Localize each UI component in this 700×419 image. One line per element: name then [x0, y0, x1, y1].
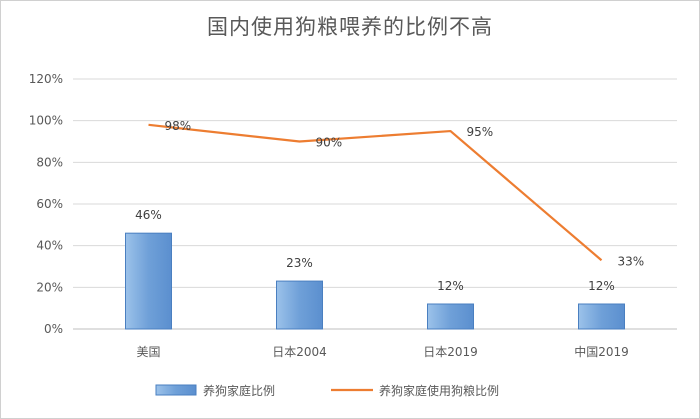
chart-title: 国内使用狗粮喂养的比例不高 [207, 15, 493, 39]
bar [125, 232, 172, 330]
bar-data-label: 12% [588, 279, 615, 293]
y-tick-label: 80% [36, 155, 63, 169]
y-tick-label: 60% [36, 197, 63, 211]
legend-line-label: 养狗家庭使用狗粮比例 [379, 383, 499, 398]
line-data-label: 90% [316, 136, 343, 150]
x-tick-label: 日本2004 [272, 345, 327, 359]
bar-data-label: 12% [437, 279, 464, 293]
bar [276, 280, 323, 330]
line-data-label: 33% [618, 254, 645, 268]
bar [427, 303, 474, 330]
legend-bar-label: 养狗家庭比例 [203, 383, 275, 398]
legend-bar-swatch [155, 384, 197, 396]
bar-data-label: 23% [286, 256, 313, 270]
bar [578, 303, 625, 330]
y-tick-label: 20% [36, 280, 63, 294]
x-tick-label: 美国 [136, 345, 160, 359]
bar-data-label: 46% [135, 208, 162, 222]
line-data-label: 95% [467, 125, 494, 139]
y-tick-label: 0% [44, 322, 63, 336]
x-tick-label: 日本2019 [423, 345, 478, 359]
line-series [148, 123, 603, 262]
y-tick-label: 100% [29, 114, 63, 128]
y-tick-label: 40% [36, 239, 63, 253]
y-tick-label: 120% [29, 72, 63, 86]
line-data-label: 98% [165, 119, 192, 133]
x-tick-label: 中国2019 [574, 344, 629, 359]
